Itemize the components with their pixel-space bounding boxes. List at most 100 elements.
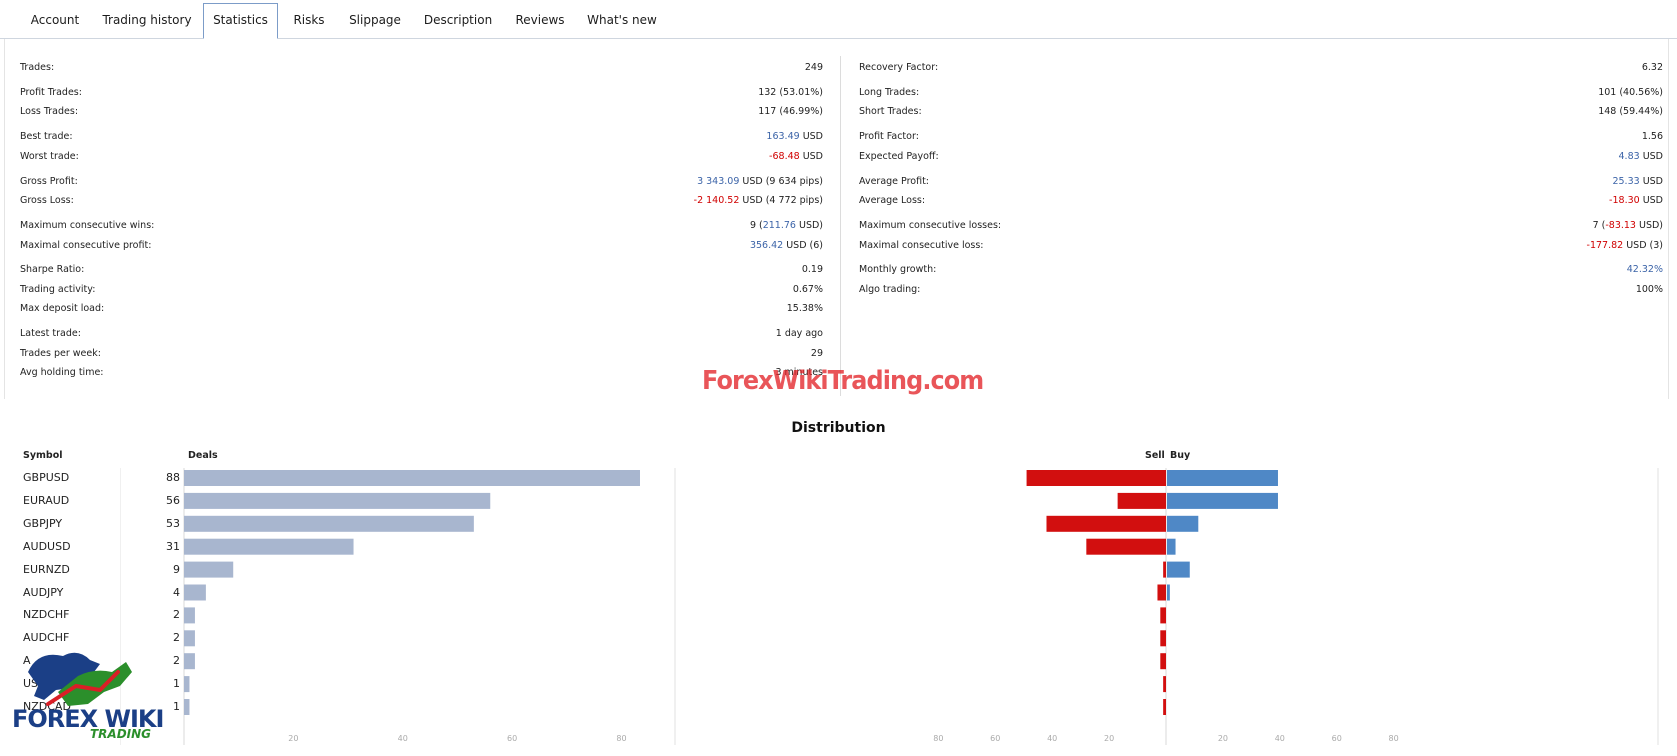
stat-value-number: 0.19 (801, 264, 823, 275)
stat-value-number: 0.67% (792, 284, 823, 295)
deals-bar (184, 699, 190, 715)
stat-value-number: -2 140.52 (693, 195, 740, 206)
stat-label: Profit Factor: (859, 131, 919, 142)
deal-count: 56 (166, 493, 180, 507)
stat-label: Monthly growth: (859, 264, 937, 275)
tab-slippage[interactable]: Slippage (349, 13, 401, 27)
stat-row: Loss Trades: 117 (46.99%) (0, 105, 1677, 119)
sell-tick-label: 60 (990, 734, 1000, 743)
symbol-label: GBPUSD (23, 471, 70, 484)
stat-value: 42.32% (1627, 263, 1663, 277)
symbol-label: EURAUD (23, 493, 70, 507)
stat-value: -2 140.52 USD (4 772 pips) (694, 194, 823, 208)
deal-count: 88 (166, 471, 180, 484)
deals-bar (184, 470, 640, 486)
stat-value-unit: USD (799, 151, 823, 162)
stat-label: Trades per week: (20, 348, 101, 359)
deals-bar (184, 653, 195, 670)
stat-value: 1 day ago (776, 327, 823, 341)
deal-count: 2 (173, 631, 180, 645)
stat-value: 148 (59.44%) (1598, 105, 1663, 119)
tab-statistics[interactable]: Statistics (203, 3, 278, 39)
tab-risks[interactable]: Risks (293, 13, 325, 27)
stat-value: 1.56 (1642, 130, 1663, 144)
stat-value: 0.67% (793, 283, 823, 297)
sell-tick-label: 80 (933, 734, 943, 743)
stat-value-number: 3 343.09 (697, 176, 740, 187)
stat-value: 7 (-83.13 USD) (1593, 219, 1663, 233)
stat-value: 100% (1636, 283, 1663, 297)
deal-count: 2 (173, 608, 180, 622)
stat-row: Best trade: 163.49 USD (0, 130, 1677, 144)
deals-bar (184, 607, 195, 624)
stat-row: Profit Trades: 132 (53.01%) (0, 86, 1677, 100)
deal-count: 53 (166, 516, 180, 530)
stat-value: 163.49 USD (766, 130, 823, 144)
stat-value-unit: USD (799, 131, 823, 142)
buy-tick-label: 80 (1389, 734, 1399, 743)
stat-label: Max deposit load: (20, 303, 105, 314)
deals-bar (184, 561, 234, 578)
deal-count: 9 (173, 562, 180, 576)
stat-row: Gross Loss: -2 140.52 USD (4 772 pips) (0, 194, 1677, 208)
stat-value: 4.83 USD (1619, 150, 1663, 164)
statistics-panel (4, 39, 1669, 399)
stat-value-number: -68.48 (769, 151, 800, 162)
buy-bar (1167, 584, 1170, 601)
stat-value-unit: USD (3) (1623, 240, 1663, 251)
sell-tick-label: 40 (1047, 734, 1057, 743)
stat-value-prefix: 9 ( (749, 220, 763, 231)
deal-count: 4 (173, 585, 180, 599)
sell-bar (1160, 607, 1166, 624)
sell-tick-label: 20 (1104, 734, 1114, 743)
stat-value-number: 101 (40.56%) (1598, 87, 1663, 98)
stat-row: Profit Factor: 1.56 (0, 130, 1677, 144)
stat-label: Average Profit: (859, 176, 930, 187)
deals-bar (184, 492, 491, 509)
stat-value-number: 3 minutes (775, 367, 823, 378)
stat-label: Average Loss: (859, 195, 926, 206)
tab-trading-history[interactable]: Trading history (102, 13, 192, 27)
stat-label: Sharpe Ratio: (20, 264, 85, 275)
tab-reviews[interactable]: Reviews (515, 13, 565, 27)
stat-value-number: -177.82 (1586, 240, 1624, 251)
symbol-label: AUDCHF (23, 631, 70, 645)
stat-row: Latest trade: 1 day ago (0, 327, 1677, 341)
stat-label: Maximum consecutive wins: (20, 220, 155, 231)
tab-bar: Account Trading history Statistics Risks… (0, 0, 1677, 39)
deal-count: 1 (173, 700, 180, 713)
stat-label: Gross Profit: (20, 176, 78, 187)
buy-bar (1167, 492, 1278, 509)
deals-bar (184, 584, 206, 601)
stat-value: 101 (40.56%) (1598, 86, 1663, 100)
deals-tick-label: 60 (507, 734, 517, 743)
buy-tick-label: 60 (1332, 734, 1342, 743)
sell-bar (1026, 470, 1166, 486)
tab-whats-new[interactable]: What's new (587, 13, 657, 27)
stat-label: Latest trade: (20, 328, 81, 339)
buy-bar (1167, 470, 1278, 486)
sell-bar (1163, 561, 1166, 578)
stat-label: Algo trading: (859, 284, 921, 295)
stat-value-unit: USD (4 772 pips) (739, 195, 823, 206)
buy-bar (1167, 538, 1176, 555)
sell-bar (1163, 676, 1166, 693)
stat-label: Gross Loss: (20, 195, 74, 206)
stat-row: Max deposit load: 15.38% (0, 302, 1677, 316)
column-divider (840, 56, 841, 396)
tab-description[interactable]: Description (423, 13, 493, 27)
deals-header: Deals (188, 450, 218, 461)
symbol-label: GBPJPY (23, 516, 63, 530)
stat-value-unit: USD (9 634 pips) (739, 176, 823, 187)
symbol-header: Symbol (23, 450, 63, 461)
stat-row: Maximum consecutive losses: 7 (-83.13 USD… (0, 219, 1677, 233)
stat-value: 117 (46.99%) (758, 105, 823, 119)
stat-row: Maximum consecutive wins: 9 (211.76 USD) (0, 219, 1677, 233)
stat-value-unit: USD (1639, 195, 1663, 206)
stat-value: 6.32 (1642, 61, 1663, 75)
stat-value: 29 (811, 347, 823, 361)
tab-account[interactable]: Account (30, 13, 80, 27)
stat-value-number: 148 (59.44%) (1598, 106, 1663, 117)
stat-row: Short Trades: 148 (59.44%) (0, 105, 1677, 119)
symbol-label: EURNZD (23, 562, 70, 576)
